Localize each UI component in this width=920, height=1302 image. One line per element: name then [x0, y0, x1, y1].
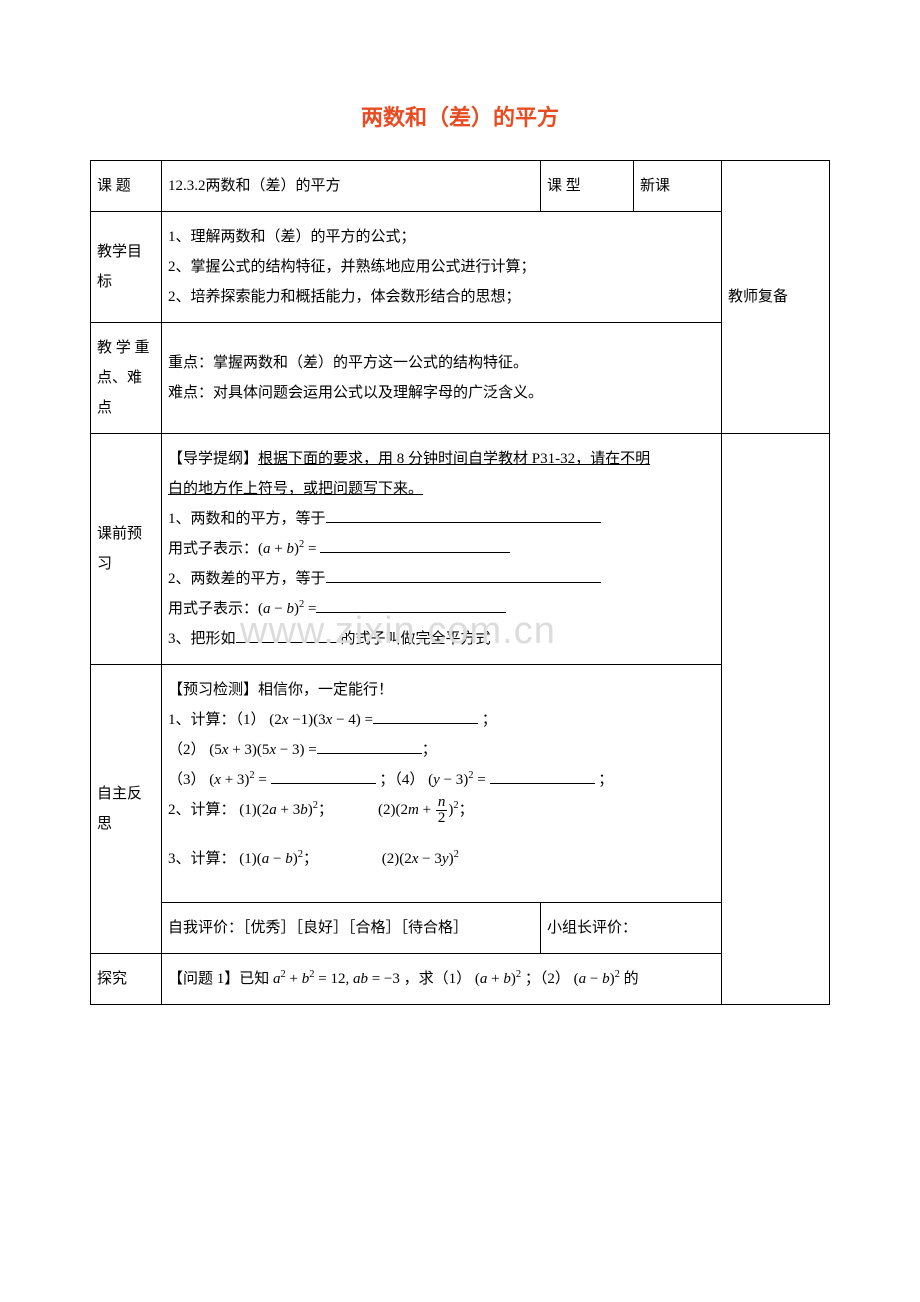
topic-value-cell: 12.3.2两数和（差）的平方	[162, 161, 541, 212]
calc5-prefix: 3、计算：	[168, 851, 236, 867]
keypoints-row: 教 学 重点、难点 重点：掌握两数和（差）的平方这一公式的结构特征。 难点：对具…	[91, 323, 830, 434]
guide-title: 【导学提纲】	[168, 451, 258, 467]
q1-title: 【问题 1】	[168, 971, 239, 987]
preview-item2: 2、两数差的平方，等于	[168, 564, 715, 594]
blank-1	[326, 507, 601, 523]
page-container: 两数和（差）的平方 课 题 12.3.2两数和（差）的平方 课 型 新课 教师复…	[0, 0, 920, 1065]
formula2-prefix: 用式子表示：	[168, 601, 258, 617]
preview-item3: 3、把形如 的式子叫做完全平方式	[168, 624, 715, 654]
calc4-prefix: 2、计算：	[168, 802, 236, 818]
spacer-1	[168, 826, 715, 844]
selfcheck-row: 自主反思 【预习检测】相信你，一定能行！ 1、计算：（1） (2x −1)(3x…	[91, 665, 830, 903]
blank-3	[326, 567, 601, 583]
calc5-semi: ；	[303, 851, 318, 867]
selfcheck-label: 自主反思	[91, 665, 162, 954]
preview-formula2: 用式子表示：(a − b)2 =	[168, 594, 715, 624]
preview-item3a: 3、把形如	[168, 631, 236, 647]
type-value-cell: 新课	[634, 161, 722, 212]
page-title: 两数和（差）的平方	[90, 100, 830, 132]
explore-content: 【问题 1】已知 a2 + b2 = 12, ab = −3 ，求（1） (a …	[162, 954, 722, 1005]
teacher-notes-cell-2	[722, 434, 830, 1005]
formula1-prefix: 用式子表示：	[168, 541, 258, 557]
calc3-suffix: ；	[598, 772, 613, 788]
check-calc1: 1、计算：（1） (2x −1)(3x − 4) = ；	[168, 705, 715, 735]
selfcheck-content: 【预习检测】相信你，一定能行！ 1、计算：（1） (2x −1)(3x − 4)…	[162, 665, 722, 903]
topic-label-cell: 课 题	[91, 161, 162, 212]
preview-item2-text: 2、两数差的平方，等于	[168, 571, 326, 587]
blank-9	[490, 768, 595, 784]
blank-2	[320, 537, 510, 553]
objectives-label: 教学目标	[91, 212, 162, 323]
objectives-content: 1、理解两数和（差）的平方的公式； 2、掌握公式的结构特征，并熟练地应用公式进行…	[162, 212, 722, 323]
blank-6	[373, 708, 478, 724]
calc3-mid: ；（4）	[379, 772, 424, 788]
objective-item-2: 2、掌握公式的结构特征，并熟练地应用公式进行计算；	[168, 252, 715, 282]
explore-label: 探究	[91, 954, 162, 1005]
q1-text4: 的	[624, 971, 639, 987]
spacer-2	[168, 874, 715, 892]
preview-row: 课前预习 【导学提纲】根据下面的要求，用 8 分钟时间自学教材 P31-32，请…	[91, 434, 830, 665]
preview-content: 【导学提纲】根据下面的要求，用 8 分钟时间自学教材 P31-32，请在不明 白…	[162, 434, 722, 665]
check-calc5: 3、计算： (1)(a − b)2； (2)(2x − 3y)2	[168, 844, 715, 874]
preview-item1: 1、两数和的平方，等于	[168, 504, 715, 534]
eval-self-cell: 自我评价：［优秀］［良好］［合格］［待合格］	[162, 903, 541, 954]
preview-guide-line1: 【导学提纲】根据下面的要求，用 8 分钟时间自学教材 P31-32，请在不明	[168, 444, 715, 474]
calc2-prefix: （2）	[168, 742, 206, 758]
preview-formula1: 用式子表示：(a + b)2 =	[168, 534, 715, 564]
explore-row: 探究 【问题 1】已知 a2 + b2 = 12, ab = −3 ，求（1） …	[91, 954, 830, 1005]
check-calc3: （3） (x + 3)2 = ；（4） (y − 3)2 = ；	[168, 765, 715, 795]
keypoints-focus: 重点：掌握两数和（差）的平方这一公式的结构特征。	[168, 348, 715, 378]
blank-8	[271, 768, 376, 784]
calc4-semi2: ；	[459, 802, 474, 818]
calc1-suffix: ；	[482, 712, 497, 728]
blank-7	[317, 738, 422, 754]
check-calc2: （2） (5x + 3)(5x − 3) =；	[168, 735, 715, 765]
q1-text3: ；（2）	[525, 971, 570, 987]
calc3-prefix: （3）	[168, 772, 206, 788]
q1-text2: ，求（1）	[404, 971, 472, 987]
calc1-prefix: 1、计算：（1）	[168, 712, 266, 728]
keypoints-label: 教 学 重点、难点	[91, 323, 162, 434]
keypoints-difficulty: 难点：对具体问题会运用公式以及理解字母的广泛含义。	[168, 378, 715, 408]
check-calc4: 2、计算： (1)(2a + 3b)2； (2)(2m + n2)2；	[168, 795, 715, 826]
blank-4	[316, 597, 506, 613]
objectives-row: 教学目标 1、理解两数和（差）的平方的公式； 2、掌握公式的结构特征，并熟练地应…	[91, 212, 830, 323]
preview-guide-line2: 白的地方作上符号，或把问题写下来。	[168, 474, 715, 504]
preview-item1-text: 1、两数和的平方，等于	[168, 511, 326, 527]
objective-item-1: 1、理解两数和（差）的平方的公式；	[168, 222, 715, 252]
blank-5	[236, 627, 341, 643]
check-title: 【预习检测】相信你，一定能行！	[168, 675, 715, 705]
preview-label: 课前预习	[91, 434, 162, 665]
header-row: 课 题 12.3.2两数和（差）的平方 课 型 新课 教师复备	[91, 161, 830, 212]
calc2-suffix: ；	[422, 742, 437, 758]
eval-row: 自我评价：［优秀］［良好］［合格］［待合格］ 小组长评价：	[91, 903, 830, 954]
guide-text1: 根据下面的要求，用 8 分钟时间自学教材 P31-32，请在不明	[258, 451, 650, 467]
eval-leader-cell: 小组长评价：	[541, 903, 722, 954]
preview-item3b: 的式子叫做完全平方式	[341, 631, 491, 647]
q1-text1: 已知	[239, 971, 269, 987]
teacher-notes-cell: 教师复备	[722, 161, 830, 434]
type-label-cell: 课 型	[541, 161, 634, 212]
objective-item-3: 2、培养探索能力和概括能力，体会数形结合的思想；	[168, 282, 715, 312]
keypoints-content: 重点：掌握两数和（差）的平方这一公式的结构特征。 难点：对具体问题会运用公式以及…	[162, 323, 722, 434]
calc4-semi1: ；	[318, 802, 333, 818]
lesson-plan-table: 课 题 12.3.2两数和（差）的平方 课 型 新课 教师复备 教学目标 1、理…	[90, 160, 830, 1005]
